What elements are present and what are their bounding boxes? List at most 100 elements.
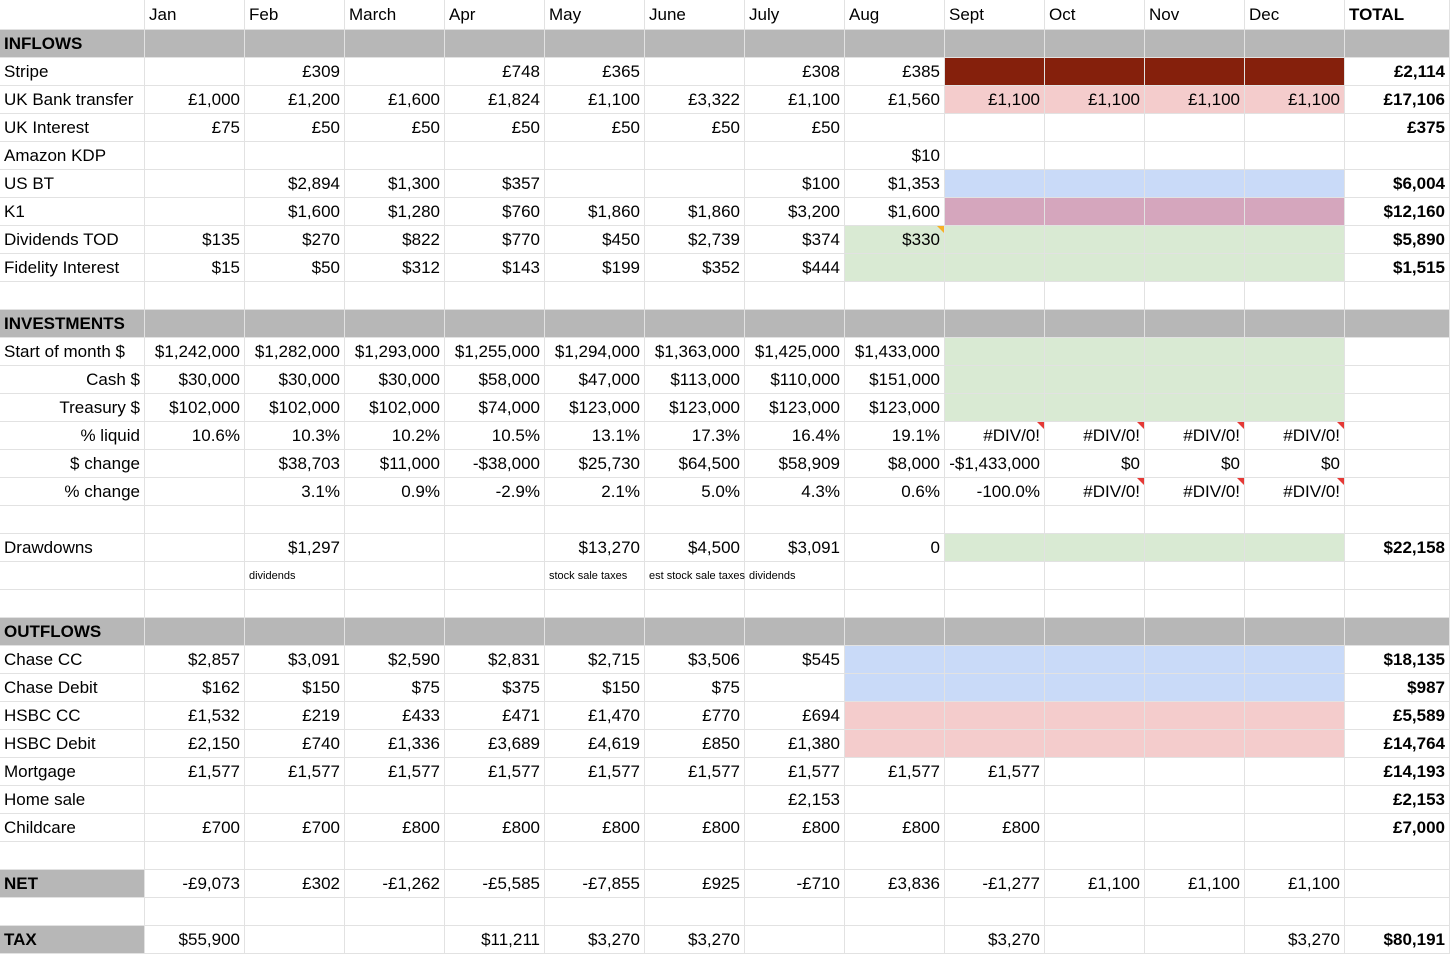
empty-cell (145, 618, 245, 646)
cell-value: $1,353 (845, 170, 945, 198)
cell-value: $1,860 (545, 198, 645, 226)
empty-cell (1145, 226, 1245, 254)
cell-value: £800 (345, 814, 445, 842)
cell-value: £1,100 (745, 86, 845, 114)
cell-value: £1,200 (245, 86, 345, 114)
empty-cell (345, 618, 445, 646)
cell-value: 4.3% (745, 478, 845, 506)
cell-value: £3,689 (445, 730, 545, 758)
cell-value: £1,100 (1245, 870, 1345, 898)
cell-value: $1,600 (845, 198, 945, 226)
empty-cell (1245, 338, 1345, 366)
empty-cell (445, 282, 545, 310)
cell-value: $1,425,000 (745, 338, 845, 366)
empty-cell (145, 478, 245, 506)
empty-cell (1245, 674, 1345, 702)
empty-cell (845, 114, 945, 142)
cell-value: $110,000 (745, 366, 845, 394)
empty-cell (745, 310, 845, 338)
cell-value: $2,590 (345, 646, 445, 674)
cell-value: -100.0% (945, 478, 1045, 506)
row-label: NET (0, 870, 145, 898)
empty-cell (945, 646, 1045, 674)
cell-value: $80,191 (1345, 926, 1450, 954)
empty-cell (1145, 338, 1245, 366)
row-label: Dividends TOD (0, 226, 145, 254)
cell-value: $3,091 (245, 646, 345, 674)
empty-cell (945, 394, 1045, 422)
cell-value: $1,433,000 (845, 338, 945, 366)
empty-cell (845, 842, 945, 870)
row-label: OUTFLOWS (0, 618, 145, 646)
empty-cell (245, 926, 345, 954)
cell-value: -£7,855 (545, 870, 645, 898)
empty-cell (1245, 898, 1345, 926)
cell-value: $6,004 (1345, 170, 1450, 198)
empty-cell (1045, 646, 1145, 674)
empty-cell (445, 30, 545, 58)
cell-value: £385 (845, 58, 945, 86)
empty-cell (645, 590, 745, 618)
empty-cell (1145, 758, 1245, 786)
row-label: INVESTMENTS (0, 310, 145, 338)
empty-cell (745, 898, 845, 926)
empty-cell (445, 618, 545, 646)
empty-cell (745, 842, 845, 870)
empty-cell (445, 562, 545, 590)
empty-cell (1045, 674, 1145, 702)
cell-value: £1,336 (345, 730, 445, 758)
empty-cell (945, 786, 1045, 814)
empty-cell (1245, 842, 1345, 870)
cell-value: £219 (245, 702, 345, 730)
cell-value: £1,100 (1145, 870, 1245, 898)
cell-value: 5.0% (645, 478, 745, 506)
empty-cell (345, 898, 445, 926)
cell-value: $50 (245, 254, 345, 282)
cell-value: $770 (445, 226, 545, 254)
empty-cell (1045, 198, 1145, 226)
empty-cell (1245, 226, 1345, 254)
row-label: Start of month $ (0, 338, 145, 366)
cell-value: $1,297 (245, 534, 345, 562)
empty-cell (645, 30, 745, 58)
cell-value: £800 (745, 814, 845, 842)
empty-cell (1045, 506, 1145, 534)
empty-cell (545, 142, 645, 170)
column-header: Aug (845, 0, 945, 30)
cell-value: #DIV/0! (945, 422, 1045, 450)
empty-cell (745, 618, 845, 646)
empty-cell (445, 786, 545, 814)
cell-value: £50 (245, 114, 345, 142)
cell-value: $58,000 (445, 366, 545, 394)
empty-cell (1345, 842, 1450, 870)
empty-cell (1245, 394, 1345, 422)
empty-cell (1345, 478, 1450, 506)
empty-cell (1245, 562, 1345, 590)
row-label: Drawdowns (0, 534, 145, 562)
cell-value: £365 (545, 58, 645, 86)
empty-cell (1245, 30, 1345, 58)
row-label: Stripe (0, 58, 145, 86)
column-header: Feb (245, 0, 345, 30)
row-label: K1 (0, 198, 145, 226)
cell-value: £770 (645, 702, 745, 730)
cell-value: £1,577 (845, 758, 945, 786)
cell-value: $5,890 (1345, 226, 1450, 254)
empty-cell (945, 534, 1045, 562)
cell-note-marker (1037, 422, 1044, 429)
row-label: Mortgage (0, 758, 145, 786)
cell-value: 17.3% (645, 422, 745, 450)
cell-value: $760 (445, 198, 545, 226)
cell-value: £925 (645, 870, 745, 898)
empty-cell (945, 226, 1045, 254)
empty-cell (945, 142, 1045, 170)
cell-value: 10.3% (245, 422, 345, 450)
empty-cell (0, 898, 145, 926)
cell-value: £1,824 (445, 86, 545, 114)
empty-cell (1345, 394, 1450, 422)
row-label: Fidelity Interest (0, 254, 145, 282)
empty-cell (245, 30, 345, 58)
empty-cell (545, 618, 645, 646)
empty-cell (1045, 786, 1145, 814)
